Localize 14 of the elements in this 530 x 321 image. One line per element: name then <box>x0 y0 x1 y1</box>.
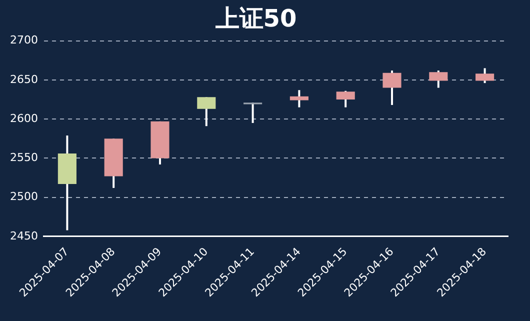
y-tick-label: 2600 <box>10 112 38 125</box>
y-tick-label: 2700 <box>10 34 38 47</box>
candlestick <box>197 96 216 128</box>
candlestick <box>290 89 308 108</box>
candlestick <box>336 90 355 108</box>
y-tick-label: 2500 <box>10 190 38 204</box>
y-tick-label: 2550 <box>10 151 38 164</box>
candlestick <box>382 70 402 106</box>
y-tick-label: 2650 <box>10 72 38 86</box>
candlestick <box>429 70 448 89</box>
chart-title: 上证50 <box>214 4 297 33</box>
candlestick <box>244 102 262 124</box>
y-tick-label: 2450 <box>10 229 38 242</box>
candlestick <box>476 67 494 84</box>
